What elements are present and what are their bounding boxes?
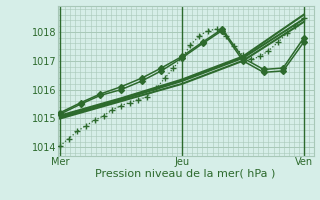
X-axis label: Pression niveau de la mer( hPa ): Pression niveau de la mer( hPa ) [95, 169, 276, 179]
